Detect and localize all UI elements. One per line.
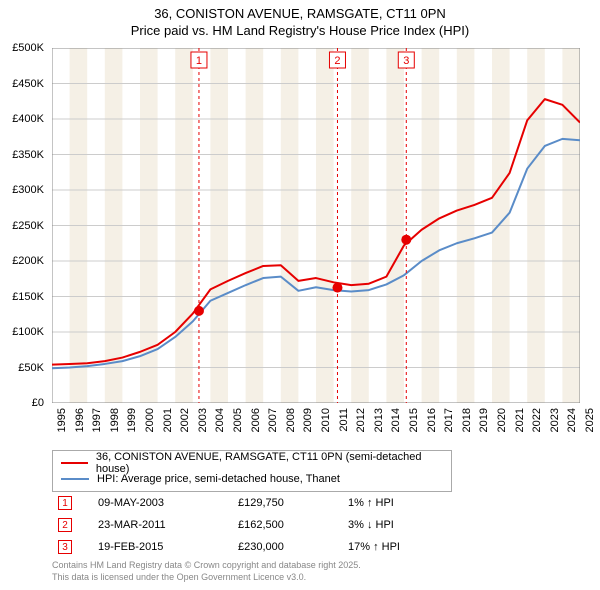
sale-row: 3 19-FEB-2015£230,00017% ↑ HPI xyxy=(52,536,512,558)
x-tick-label: 2012 xyxy=(355,408,367,432)
x-tick-label: 1996 xyxy=(74,408,86,432)
x-tick-label: 2018 xyxy=(461,408,473,432)
x-tick-label: 2015 xyxy=(408,408,420,432)
chart-svg: 1 2 3 xyxy=(52,48,580,403)
sale-delta: 17% ↑ HPI xyxy=(348,541,448,553)
sale-price: £162,500 xyxy=(238,519,348,531)
x-tick-label: 2022 xyxy=(531,408,543,432)
x-tick-label: 2023 xyxy=(549,408,561,432)
sale-marker-box: 3 xyxy=(58,540,72,554)
chart-container: 36, CONISTON AVENUE, RAMSGATE, CT11 0PN … xyxy=(0,0,600,590)
y-tick-label: £250K xyxy=(12,220,44,232)
y-tick-label: £150K xyxy=(12,291,44,303)
sale-delta: 3% ↓ HPI xyxy=(348,519,448,531)
legend-label: 36, CONISTON AVENUE, RAMSGATE, CT11 0PN … xyxy=(96,451,443,475)
y-tick-label: £100K xyxy=(12,326,44,338)
x-tick-label: 2003 xyxy=(197,408,209,432)
x-tick-label: 2020 xyxy=(496,408,508,432)
chart-title: 36, CONISTON AVENUE, RAMSGATE, CT11 0PN … xyxy=(0,0,600,40)
x-tick-label: 1997 xyxy=(91,408,103,432)
x-tick-label: 2007 xyxy=(267,408,279,432)
x-tick-label: 2000 xyxy=(144,408,156,432)
sale-marker-box: 1 xyxy=(58,496,72,510)
x-tick-label: 2001 xyxy=(162,408,174,432)
svg-text:3: 3 xyxy=(403,55,409,67)
sale-delta: 1% ↑ HPI xyxy=(348,497,448,509)
y-tick-label: £0 xyxy=(32,397,44,409)
x-tick-label: 2005 xyxy=(232,408,244,432)
x-tick-label: 2021 xyxy=(514,408,526,432)
sale-row: 1 09-MAY-2003£129,7501% ↑ HPI xyxy=(52,492,512,514)
sale-price: £129,750 xyxy=(238,497,348,509)
legend-label: HPI: Average price, semi-detached house,… xyxy=(97,473,340,485)
sale-price: £230,000 xyxy=(238,541,348,553)
sale-marker-box: 2 xyxy=(58,518,72,532)
footer-line1: Contains HM Land Registry data © Crown c… xyxy=(52,560,361,572)
legend-swatch xyxy=(61,462,88,464)
x-tick-label: 2009 xyxy=(302,408,314,432)
svg-text:1: 1 xyxy=(196,55,202,67)
x-tick-label: 1995 xyxy=(56,408,68,432)
x-tick-label: 2011 xyxy=(338,408,350,432)
y-tick-label: £450K xyxy=(12,78,44,90)
plot-area: 1 2 3 xyxy=(52,48,580,403)
y-tick-label: £200K xyxy=(12,255,44,267)
x-tick-label: 1999 xyxy=(126,408,138,432)
x-tick-label: 2016 xyxy=(426,408,438,432)
y-tick-label: £400K xyxy=(12,113,44,125)
legend-item: 36, CONISTON AVENUE, RAMSGATE, CT11 0PN … xyxy=(61,455,443,471)
y-tick-label: £300K xyxy=(12,184,44,196)
svg-text:2: 2 xyxy=(334,55,340,67)
x-tick-label: 2010 xyxy=(320,408,332,432)
y-tick-label: £50K xyxy=(18,362,44,374)
attribution-footer: Contains HM Land Registry data © Crown c… xyxy=(52,560,361,583)
x-tick-label: 2013 xyxy=(373,408,385,432)
x-tick-label: 1998 xyxy=(109,408,121,432)
sale-date: 19-FEB-2015 xyxy=(98,541,238,553)
x-tick-label: 2014 xyxy=(390,408,402,432)
y-tick-label: £500K xyxy=(12,42,44,54)
y-tick-label: £350K xyxy=(12,149,44,161)
y-axis-labels: £0£50K£100K£150K£200K£250K£300K£350K£400… xyxy=(0,48,48,403)
title-subtitle: Price paid vs. HM Land Registry's House … xyxy=(0,23,600,40)
sale-date: 23-MAR-2011 xyxy=(98,519,238,531)
x-axis-labels: 1995 1996 1997 1998 1999 2000 2001 2002 2003 2004… xyxy=(52,406,580,450)
x-tick-label: 2025 xyxy=(584,408,596,432)
x-tick-label: 2002 xyxy=(179,408,191,432)
sales-table: 1 09-MAY-2003£129,7501% ↑ HPI 2 23-MAR-2011… xyxy=(52,492,512,558)
x-tick-label: 2019 xyxy=(478,408,490,432)
x-tick-label: 2006 xyxy=(250,408,262,432)
sale-row: 2 23-MAR-2011£162,5003% ↓ HPI xyxy=(52,514,512,536)
x-tick-label: 2024 xyxy=(566,408,578,432)
x-tick-label: 2017 xyxy=(443,408,455,432)
sale-date: 09-MAY-2003 xyxy=(98,497,238,509)
footer-line2: This data is licensed under the Open Gov… xyxy=(52,572,361,584)
legend-box: 36, CONISTON AVENUE, RAMSGATE, CT11 0PN … xyxy=(52,450,452,492)
legend-swatch xyxy=(61,478,89,480)
x-tick-label: 2008 xyxy=(285,408,297,432)
title-address: 36, CONISTON AVENUE, RAMSGATE, CT11 0PN xyxy=(0,6,600,23)
x-tick-label: 2004 xyxy=(214,408,226,432)
